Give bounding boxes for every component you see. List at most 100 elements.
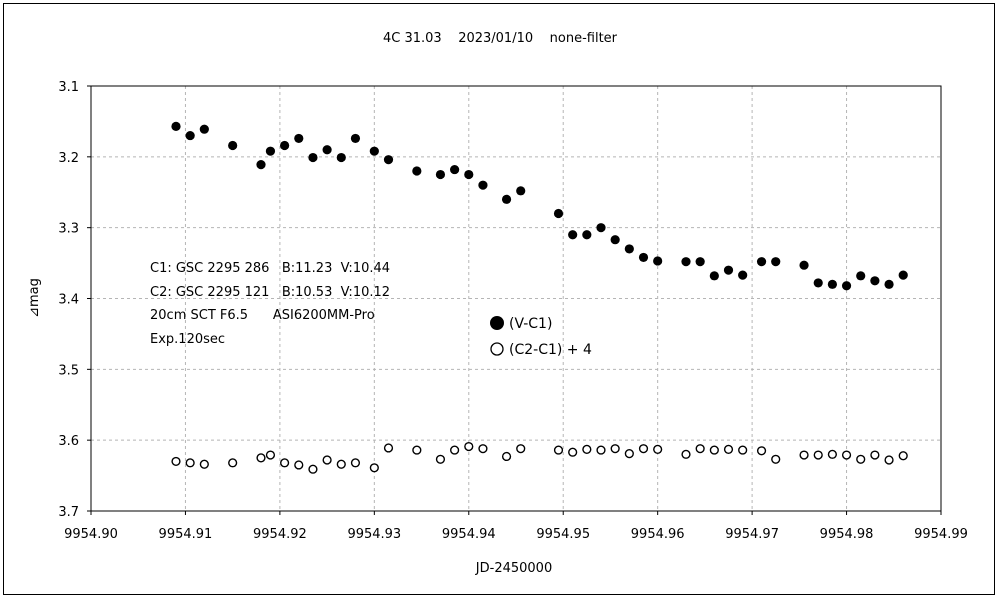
point-c2-c1 bbox=[280, 458, 290, 468]
point-c2-c1 bbox=[884, 455, 894, 465]
point-v-c1 bbox=[723, 265, 734, 275]
point-c2-c1 bbox=[624, 449, 634, 459]
point-c2-c1 bbox=[738, 445, 748, 455]
point-c2-c1 bbox=[596, 445, 606, 455]
point-c2-c1 bbox=[199, 459, 209, 469]
point-v-c1 bbox=[870, 276, 880, 286]
point-v-c1 bbox=[265, 146, 276, 156]
point-v-c1 bbox=[799, 260, 809, 270]
point-v-c1 bbox=[582, 230, 592, 240]
point-v-c1 bbox=[827, 279, 837, 289]
point-c2-c1 bbox=[256, 453, 266, 463]
y-tick-label: 3.4 bbox=[58, 293, 79, 308]
x-tick-label: 9954.92 bbox=[253, 527, 307, 542]
point-v-c1 bbox=[624, 244, 634, 254]
legend-label-c2-c1: (C2-C1) + 4 bbox=[509, 342, 592, 358]
legend-marker-c2-c1 bbox=[490, 342, 504, 356]
x-tick-label: 9954.96 bbox=[631, 527, 685, 542]
point-c2-c1 bbox=[369, 463, 379, 473]
point-c2-c1 bbox=[322, 455, 332, 465]
x-tick-label: 9954.98 bbox=[820, 527, 874, 542]
point-v-c1 bbox=[383, 155, 394, 165]
point-v-c1 bbox=[695, 257, 705, 267]
point-c2-c1 bbox=[516, 444, 526, 454]
point-c2-c1 bbox=[898, 451, 908, 461]
point-v-c1 bbox=[568, 230, 578, 240]
point-v-c1 bbox=[308, 152, 318, 163]
legend: (V-C1) (C2-C1) + 4 bbox=[490, 316, 592, 358]
point-c2-c1 bbox=[478, 444, 488, 454]
series-v-c1 bbox=[171, 121, 908, 291]
point-v-c1 bbox=[856, 271, 866, 281]
x-axis-ticks: 9954.90 9954.91 9954.92 9954.93 9954.94 9954.… bbox=[64, 511, 968, 542]
point-v-c1 bbox=[653, 256, 663, 266]
x-tick-label: 9954.91 bbox=[159, 527, 213, 542]
y-tick-label: 3.3 bbox=[58, 222, 79, 237]
x-tick-label: 9954.97 bbox=[725, 527, 779, 542]
point-c2-c1 bbox=[681, 449, 691, 459]
point-c2-c1 bbox=[827, 449, 837, 459]
annotation-exposure: Exp.120sec bbox=[150, 332, 225, 347]
x-axis-label: JD-2450000 bbox=[475, 561, 552, 576]
point-v-c1 bbox=[322, 145, 332, 155]
point-v-c1 bbox=[478, 180, 488, 190]
x-tick-label: 9954.99 bbox=[914, 527, 968, 542]
point-v-c1 bbox=[435, 169, 446, 180]
point-c2-c1 bbox=[756, 446, 767, 456]
y-tick-label: 3.5 bbox=[58, 363, 79, 378]
point-c2-c1 bbox=[435, 454, 446, 464]
annotation-c1: C1: GSC 2295 286 B:11.23 V:10.44 bbox=[150, 261, 390, 276]
x-tick-label: 9954.94 bbox=[442, 527, 496, 542]
point-c2-c1 bbox=[856, 454, 866, 464]
point-c2-c1 bbox=[308, 464, 318, 474]
point-v-c1 bbox=[841, 281, 852, 291]
x-tick-label: 9954.93 bbox=[347, 527, 401, 542]
point-v-c1 bbox=[738, 270, 748, 280]
point-c2-c1 bbox=[464, 441, 474, 452]
point-c2-c1 bbox=[185, 458, 195, 468]
point-c2-c1 bbox=[841, 450, 852, 460]
point-c2-c1 bbox=[813, 450, 823, 460]
point-v-c1 bbox=[412, 166, 422, 176]
point-v-c1 bbox=[610, 235, 620, 245]
point-v-c1 bbox=[336, 152, 346, 163]
point-v-c1 bbox=[884, 279, 894, 289]
point-c2-c1 bbox=[171, 456, 181, 467]
point-c2-c1 bbox=[610, 444, 620, 454]
point-v-c1 bbox=[369, 146, 379, 156]
point-v-c1 bbox=[681, 257, 691, 267]
point-v-c1 bbox=[350, 133, 361, 144]
point-v-c1 bbox=[813, 278, 823, 288]
point-c2-c1 bbox=[228, 458, 238, 468]
point-c2-c1 bbox=[568, 447, 578, 457]
annotation-telescope: 20cm SCT F6.5 ASI6200MM-Pro bbox=[150, 308, 375, 323]
point-v-c1 bbox=[516, 186, 526, 196]
legend-marker-v-c1 bbox=[490, 316, 504, 330]
point-v-c1 bbox=[898, 270, 908, 280]
point-v-c1 bbox=[199, 124, 209, 134]
point-c2-c1 bbox=[412, 445, 422, 455]
point-c2-c1 bbox=[582, 444, 592, 454]
x-tick-label: 9954.95 bbox=[536, 527, 590, 542]
point-c2-c1 bbox=[695, 444, 705, 454]
point-v-c1 bbox=[450, 164, 460, 175]
point-v-c1 bbox=[553, 208, 564, 219]
point-c2-c1 bbox=[638, 444, 649, 454]
y-tick-label: 3.1 bbox=[58, 80, 79, 95]
point-c2-c1 bbox=[501, 451, 512, 462]
point-c2-c1 bbox=[350, 458, 361, 468]
point-v-c1 bbox=[501, 194, 512, 204]
point-v-c1 bbox=[185, 130, 195, 141]
y-tick-label: 3.7 bbox=[58, 505, 79, 520]
point-c2-c1 bbox=[265, 450, 276, 460]
point-c2-c1 bbox=[450, 445, 460, 455]
point-c2-c1 bbox=[294, 460, 304, 470]
legend-label-v-c1: (V-C1) bbox=[509, 316, 552, 332]
y-tick-label: 3.2 bbox=[58, 151, 79, 166]
point-c2-c1 bbox=[553, 445, 564, 455]
point-c2-c1 bbox=[723, 444, 734, 454]
data-points bbox=[171, 121, 908, 474]
y-tick-label: 3.6 bbox=[58, 434, 79, 449]
point-v-c1 bbox=[228, 140, 238, 151]
